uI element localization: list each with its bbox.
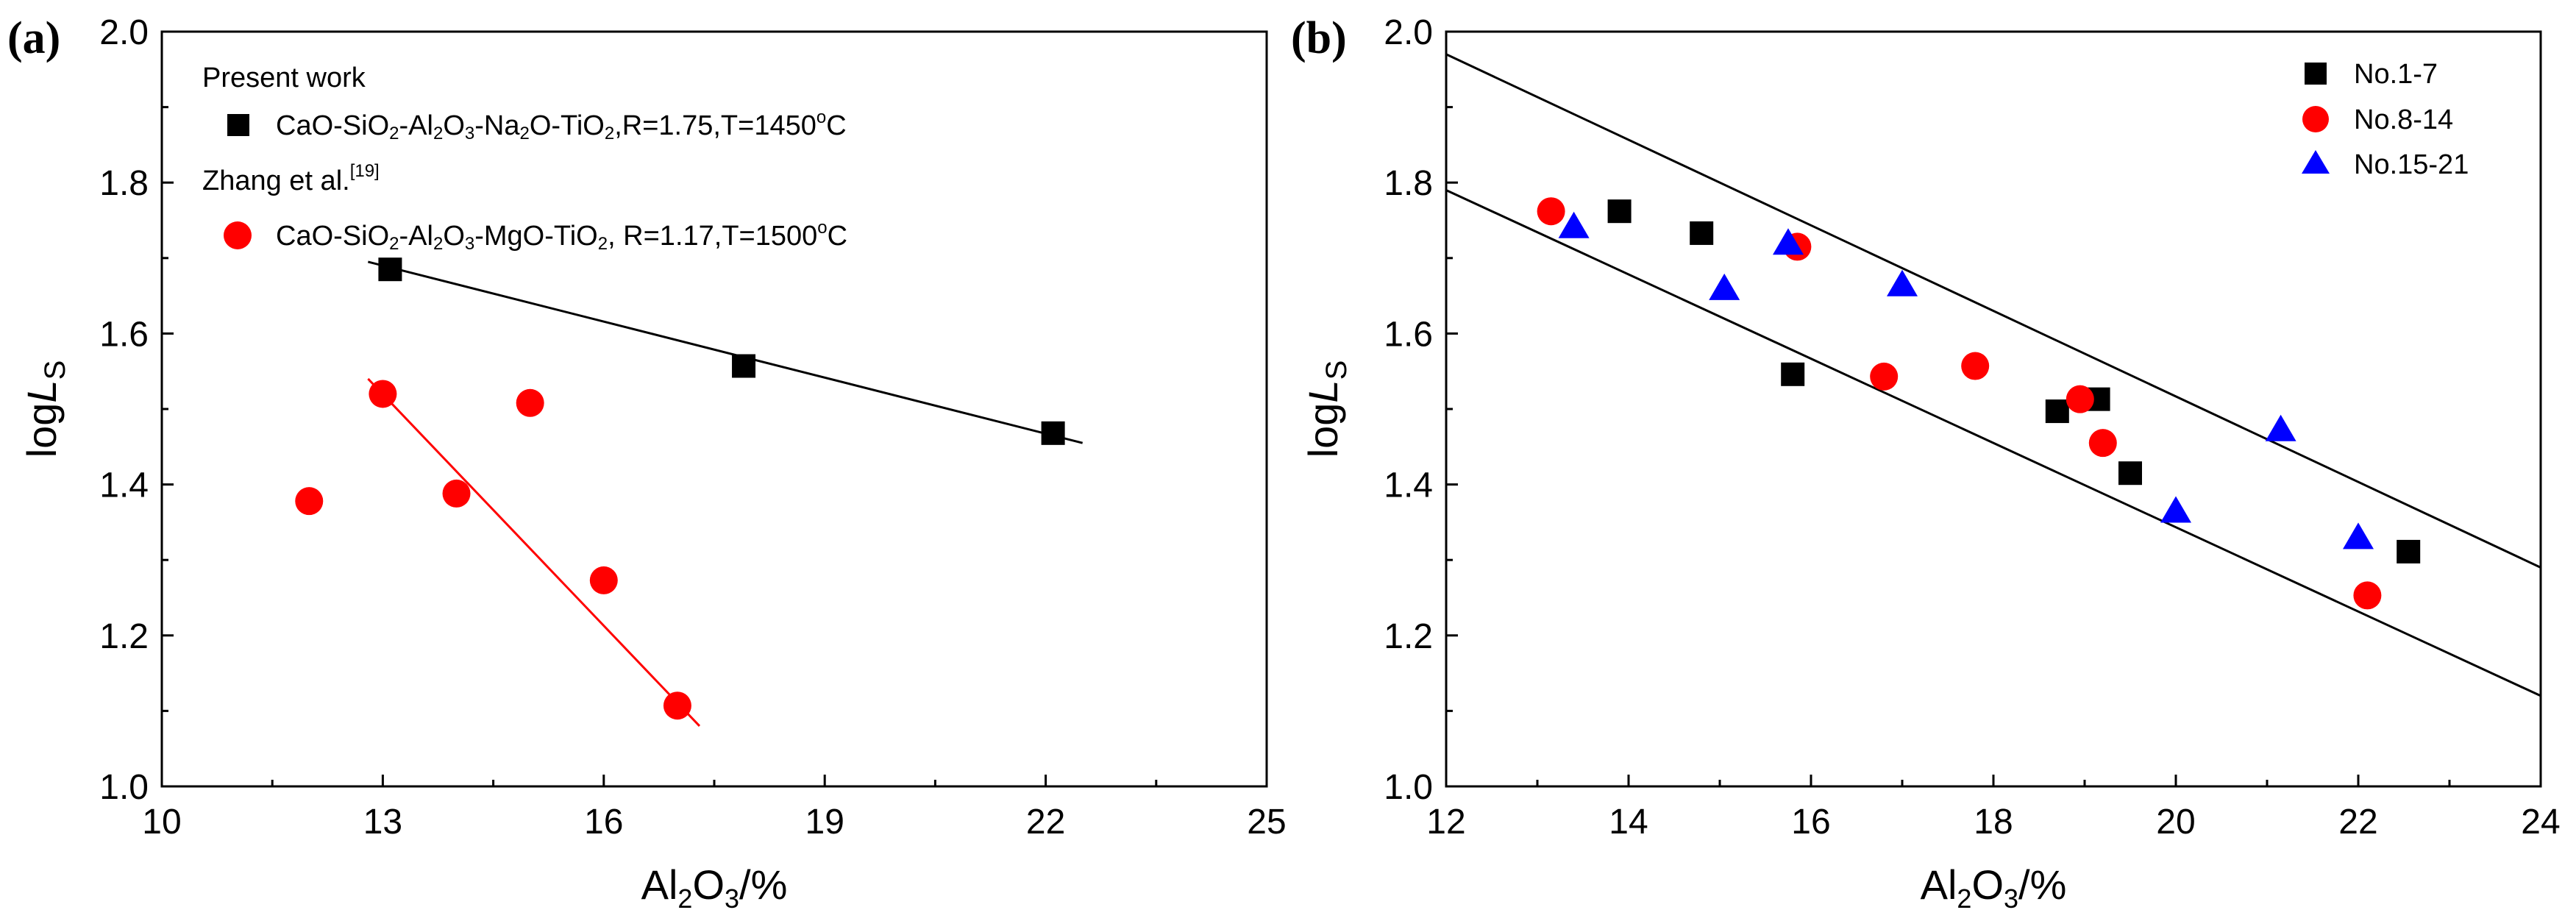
x-tick-label: 14 bbox=[1609, 803, 1648, 842]
panel-b-y-axis-title: logLS bbox=[1300, 360, 1353, 458]
legend-a-circle-marker bbox=[224, 221, 252, 249]
data-point-square bbox=[732, 354, 756, 378]
y-tick-label: 1.2 bbox=[99, 617, 149, 656]
panel-a-x-axis-title: Al2O3/% bbox=[641, 861, 788, 914]
fit-line-series-1 bbox=[368, 260, 1084, 444]
panel-a-x-ticks: 10 13 16 19 22 25 bbox=[142, 775, 1287, 842]
x-tick-label: 16 bbox=[1791, 803, 1830, 842]
x-tick-label: 19 bbox=[805, 803, 844, 842]
data-point-triangle bbox=[1558, 211, 1590, 238]
data-point-circle bbox=[589, 566, 618, 594]
chart-panel-a: (a) 10 13 16 19 22 25 1.0 1.2 1.4 1.6 1.8 2.0 Pres… bbox=[7, 13, 1287, 914]
legend-b-triangle-marker bbox=[2302, 150, 2330, 174]
data-point-triangle bbox=[2160, 496, 2191, 523]
panel-a-y-axis-title: logLS bbox=[18, 360, 71, 458]
data-point-triangle bbox=[2343, 522, 2374, 550]
panel-b-y-ticks: 1.0 1.2 1.4 1.6 1.8 2.0 bbox=[1384, 13, 1458, 807]
fit-line-series-2 bbox=[367, 377, 701, 727]
data-point-square bbox=[1690, 221, 1714, 245]
data-point-circle bbox=[1870, 362, 1899, 391]
boundary-line-1 bbox=[1445, 53, 2541, 569]
data-point-triangle bbox=[1887, 269, 1918, 296]
panel-b-boundary-lines bbox=[1445, 53, 2541, 697]
data-point-square bbox=[1781, 362, 1805, 386]
x-tick-label: 22 bbox=[2338, 803, 2377, 842]
x-tick-label: 18 bbox=[1974, 803, 2013, 842]
y-tick-label: 1.8 bbox=[1384, 164, 1433, 203]
panel-a-y-ticks: 1.0 1.2 1.4 1.6 1.8 2.0 bbox=[99, 13, 174, 807]
x-tick-label: 10 bbox=[142, 803, 181, 842]
x-tick-label: 25 bbox=[1247, 803, 1286, 842]
data-point-circle bbox=[295, 487, 324, 516]
x-tick-label: 20 bbox=[2156, 803, 2195, 842]
data-point-circle bbox=[663, 691, 691, 720]
x-tick-label: 22 bbox=[1026, 803, 1065, 842]
data-point-circle bbox=[1961, 352, 1990, 380]
panel-a-label: (a) bbox=[7, 13, 60, 63]
y-tick-label: 2.0 bbox=[1384, 13, 1433, 52]
y-tick-label: 1.2 bbox=[1384, 617, 1433, 656]
chart-panel-b: (b) 12 14 16 18 20 22 24 1.0 1.2 1.4 1.6 1.8 2.0 No… bbox=[1291, 13, 2561, 914]
data-point-circle bbox=[369, 380, 397, 408]
x-tick-label: 12 bbox=[1426, 803, 1465, 842]
data-point-circle bbox=[516, 388, 544, 417]
y-tick-label: 1.4 bbox=[99, 466, 149, 505]
panel-b-x-ticks: 12 14 16 18 20 22 24 bbox=[1426, 775, 2561, 842]
x-tick-label: 16 bbox=[584, 803, 623, 842]
y-tick-label: 1.0 bbox=[99, 768, 149, 807]
y-tick-label: 1.4 bbox=[1384, 466, 1433, 505]
panel-a-fit-lines bbox=[367, 260, 1084, 727]
data-point-circle bbox=[1537, 197, 1565, 226]
boundary-line-2 bbox=[1445, 189, 2541, 697]
panel-b-data-marks bbox=[1537, 197, 2421, 610]
legend-b-square-marker bbox=[2305, 63, 2327, 85]
legend-b-entry-1: No.1-7 bbox=[2354, 59, 2438, 90]
data-point-triangle bbox=[2265, 414, 2296, 441]
panel-b-legend: No.1-7 No.8-14 No.15-21 bbox=[2302, 59, 2469, 180]
panel-b-plot-frame bbox=[1445, 30, 2542, 788]
data-point-circle bbox=[442, 479, 471, 508]
x-tick-label: 13 bbox=[363, 803, 402, 842]
data-point-square bbox=[1041, 421, 1065, 445]
legend-a-header-zhang: Zhang et al.[19] bbox=[202, 161, 380, 196]
data-point-circle bbox=[2066, 385, 2094, 413]
data-point-square bbox=[2045, 399, 2069, 424]
legend-a-header-present: Present work bbox=[202, 63, 366, 93]
panel-b-label: (b) bbox=[1291, 13, 1347, 63]
legend-b-circle-marker bbox=[2302, 106, 2329, 132]
legend-a-zhang-text: Zhang et al. bbox=[202, 166, 350, 196]
y-tick-label: 1.8 bbox=[99, 164, 149, 203]
data-point-circle bbox=[2088, 429, 2117, 458]
legend-a-square-marker bbox=[227, 114, 249, 136]
data-point-square bbox=[2118, 461, 2142, 486]
panel-a-legend: Present work CaO-SiO2-Al2O3-Na2O-TiO2,R=… bbox=[202, 63, 847, 254]
data-point-circle bbox=[2353, 581, 2382, 610]
data-point-triangle bbox=[1709, 273, 1740, 300]
y-tick-label: 1.0 bbox=[1384, 768, 1433, 807]
legend-b-entry-2: No.8-14 bbox=[2354, 104, 2453, 135]
panel-b-x-axis-title: Al2O3/% bbox=[1921, 861, 2067, 914]
x-tick-label: 24 bbox=[2521, 803, 2560, 842]
data-point-triangle bbox=[1773, 228, 1804, 255]
legend-b-entry-3: No.15-21 bbox=[2354, 149, 2469, 180]
panel-a-plot-frame bbox=[160, 30, 1268, 788]
legend-a-zhang-ref: [19] bbox=[350, 161, 380, 181]
y-tick-label: 2.0 bbox=[99, 13, 149, 52]
panel-a-data-marks bbox=[295, 257, 1065, 720]
data-point-square bbox=[2397, 539, 2421, 563]
y-tick-label: 1.6 bbox=[99, 315, 149, 354]
legend-a-entry-present: CaO-SiO2-Al2O3-Na2O-TiO2,R=1.75,T=1450oC bbox=[276, 107, 847, 143]
y-tick-label: 1.6 bbox=[1384, 315, 1433, 354]
data-point-square bbox=[1607, 199, 1632, 224]
legend-a-entry-zhang: CaO-SiO2-Al2O3-MgO-TiO2, R=1.17,T=1500oC bbox=[276, 218, 847, 254]
data-point-square bbox=[378, 257, 402, 282]
